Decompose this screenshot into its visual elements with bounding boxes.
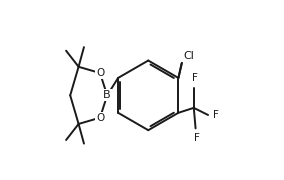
Text: Cl: Cl bbox=[183, 51, 194, 61]
Text: O: O bbox=[96, 113, 104, 123]
Text: F: F bbox=[193, 133, 199, 143]
Text: F: F bbox=[192, 73, 198, 83]
Text: O: O bbox=[96, 68, 104, 78]
Text: F: F bbox=[214, 110, 219, 120]
Text: B: B bbox=[103, 90, 111, 100]
